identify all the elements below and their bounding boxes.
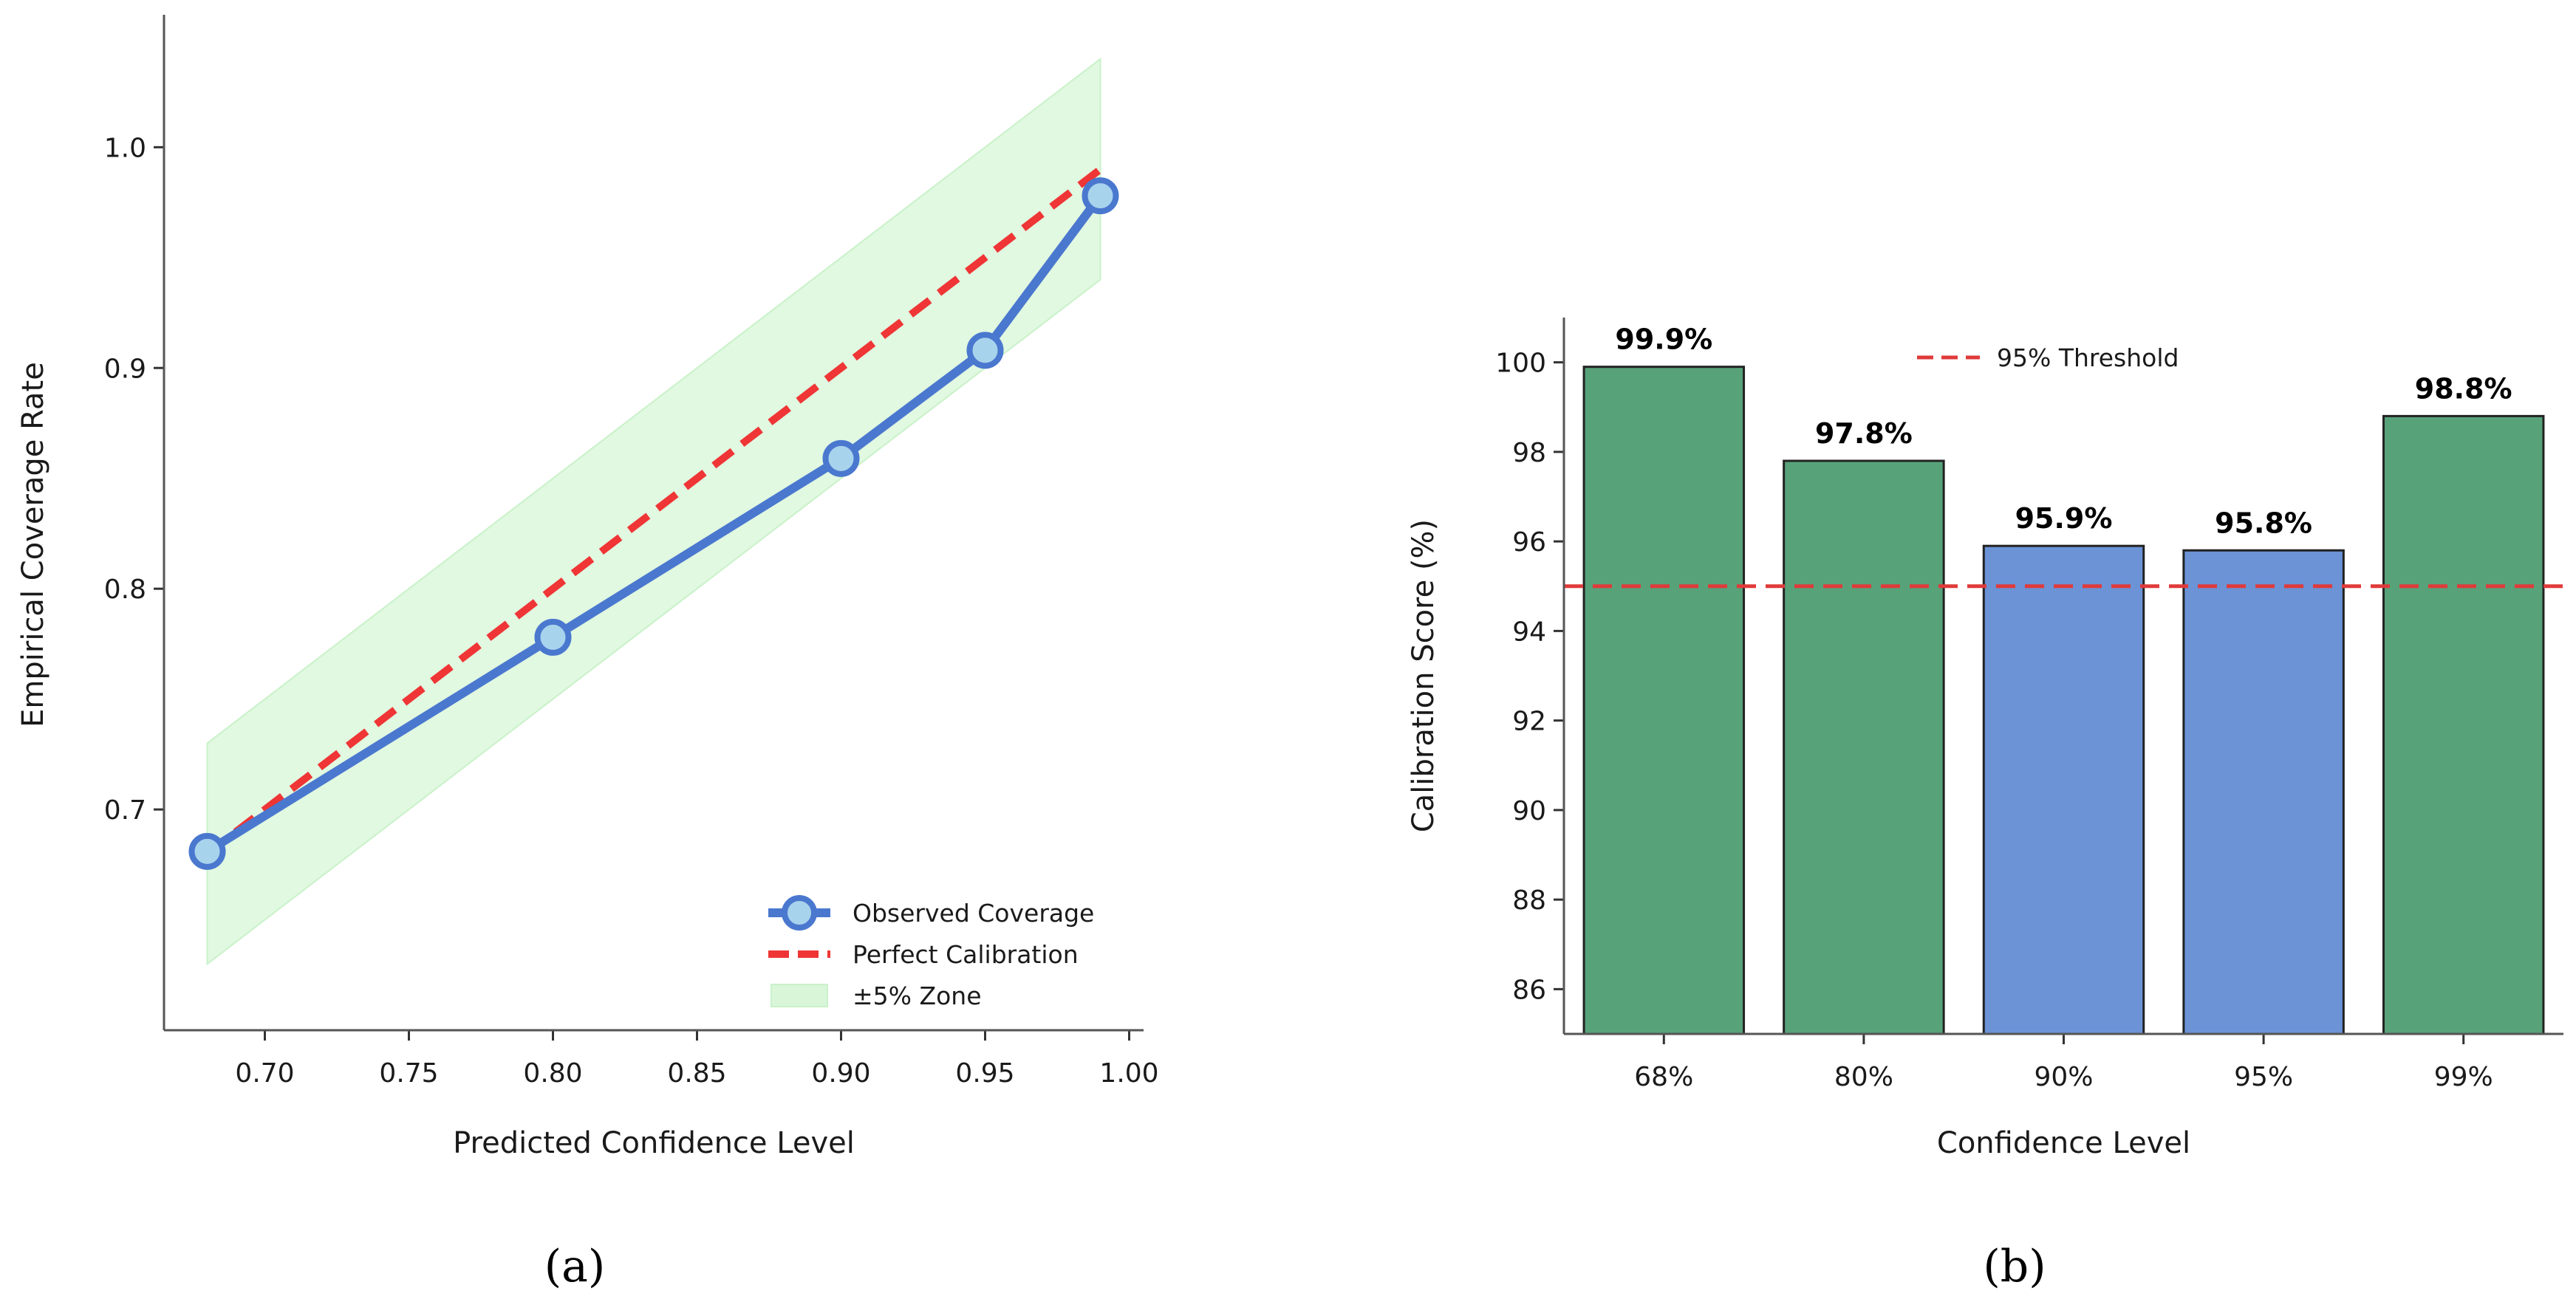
legend-perfect-label: Perfect Calibration <box>853 940 1079 969</box>
x-tick-label: 80% <box>1834 1062 1893 1092</box>
x-tick-label: 0.70 <box>235 1058 294 1089</box>
y-tick-label: 92 <box>1512 707 1546 737</box>
observed-coverage-point <box>534 618 572 656</box>
x-tick-label: 0.90 <box>811 1058 870 1089</box>
x-tick-label: 0.85 <box>667 1058 726 1089</box>
x-tick-label: 95% <box>2234 1062 2293 1092</box>
y-tick-label: 0.9 <box>104 354 146 384</box>
panel-a-caption: (a) <box>544 1241 606 1292</box>
observed-coverage-point <box>966 332 1004 369</box>
panel-a-line-chart: 0.7 0.8 0.9 1.0 0.70 0.75 0.80 0.85 0.90 0.95 1.0… <box>16 15 1159 1292</box>
y-tick-label: 0.8 <box>104 575 146 605</box>
legend-zone-label: ±5% Zone <box>853 981 982 1010</box>
x-axis-label: Predicted Confidence Level <box>453 1126 855 1160</box>
bar-value-label: 97.8% <box>1815 417 1913 450</box>
panel-b-bar-chart: 99.9% 97.8% 95.9% 95.8% 98.8% 86 88 90 92 94 96 98… <box>1407 318 2563 1292</box>
bars <box>1582 366 2545 1035</box>
y-tick-label: 1.0 <box>104 133 146 163</box>
x-axis-ticks: 68% 80% 90% 95% 99% <box>1634 1034 2493 1092</box>
y-tick-label: 86 <box>1512 975 1546 1005</box>
y-axis-ticks: 86 88 90 92 94 96 98 100 <box>1495 349 1564 1005</box>
tolerance-zone-band <box>206 57 1101 966</box>
y-tick-label: 96 <box>1512 527 1546 558</box>
bar-90pct <box>1982 544 2145 1035</box>
y-axis-label: Empirical Coverage Rate <box>16 362 50 727</box>
observed-coverage-points <box>188 177 1119 870</box>
bar-99pct <box>2382 414 2545 1035</box>
panel-b-caption: (b) <box>1983 1241 2046 1292</box>
x-tick-label: 0.80 <box>523 1058 582 1089</box>
legend: Observed Coverage Perfect Calibration ±5… <box>768 895 1094 1010</box>
x-tick-label: 99% <box>2434 1062 2493 1092</box>
y-tick-label: 90 <box>1512 796 1546 826</box>
x-axis-label: Confidence Level <box>1937 1126 2190 1160</box>
x-axis-ticks: 0.70 0.75 0.80 0.85 0.90 0.95 1.00 <box>235 1030 1159 1089</box>
bar-value-labels: 99.9% 97.8% 95.9% 95.8% 98.8% <box>1615 323 2512 540</box>
observed-coverage-point <box>188 832 226 870</box>
bar-80pct <box>1783 459 1945 1035</box>
bar-value-label: 99.9% <box>1615 323 1712 356</box>
legend: 95% Threshold <box>1917 343 2179 372</box>
bar-value-label: 95.9% <box>2015 502 2113 535</box>
bar-68pct <box>1582 366 1746 1035</box>
y-axis-label: Calibration Score (%) <box>1407 519 1441 832</box>
observed-coverage-point <box>1082 177 1119 215</box>
observed-coverage-point <box>822 439 860 477</box>
bar-95pct <box>2182 549 2345 1035</box>
x-tick-label: 1.00 <box>1099 1058 1158 1089</box>
x-tick-label: 90% <box>2034 1062 2093 1092</box>
legend-observed-marker-swatch <box>782 895 817 931</box>
y-tick-label: 94 <box>1512 617 1546 647</box>
legend-observed-label: Observed Coverage <box>853 899 1094 928</box>
y-tick-label: 100 <box>1495 349 1546 379</box>
x-tick-label: 68% <box>1634 1062 1693 1092</box>
bar-value-label: 98.8% <box>2415 372 2512 405</box>
legend-zone-swatch <box>771 984 828 1007</box>
legend-threshold-label: 95% Threshold <box>1997 343 2179 372</box>
y-tick-label: 98 <box>1512 438 1546 468</box>
y-tick-label: 0.7 <box>104 795 146 826</box>
x-tick-label: 0.95 <box>955 1058 1014 1089</box>
x-tick-label: 0.75 <box>379 1058 438 1089</box>
y-tick-label: 88 <box>1512 885 1546 916</box>
perfect-calibration-line <box>205 166 1103 857</box>
y-axis-ticks: 0.7 0.8 0.9 1.0 <box>104 133 164 826</box>
bar-value-label: 95.8% <box>2215 507 2312 539</box>
